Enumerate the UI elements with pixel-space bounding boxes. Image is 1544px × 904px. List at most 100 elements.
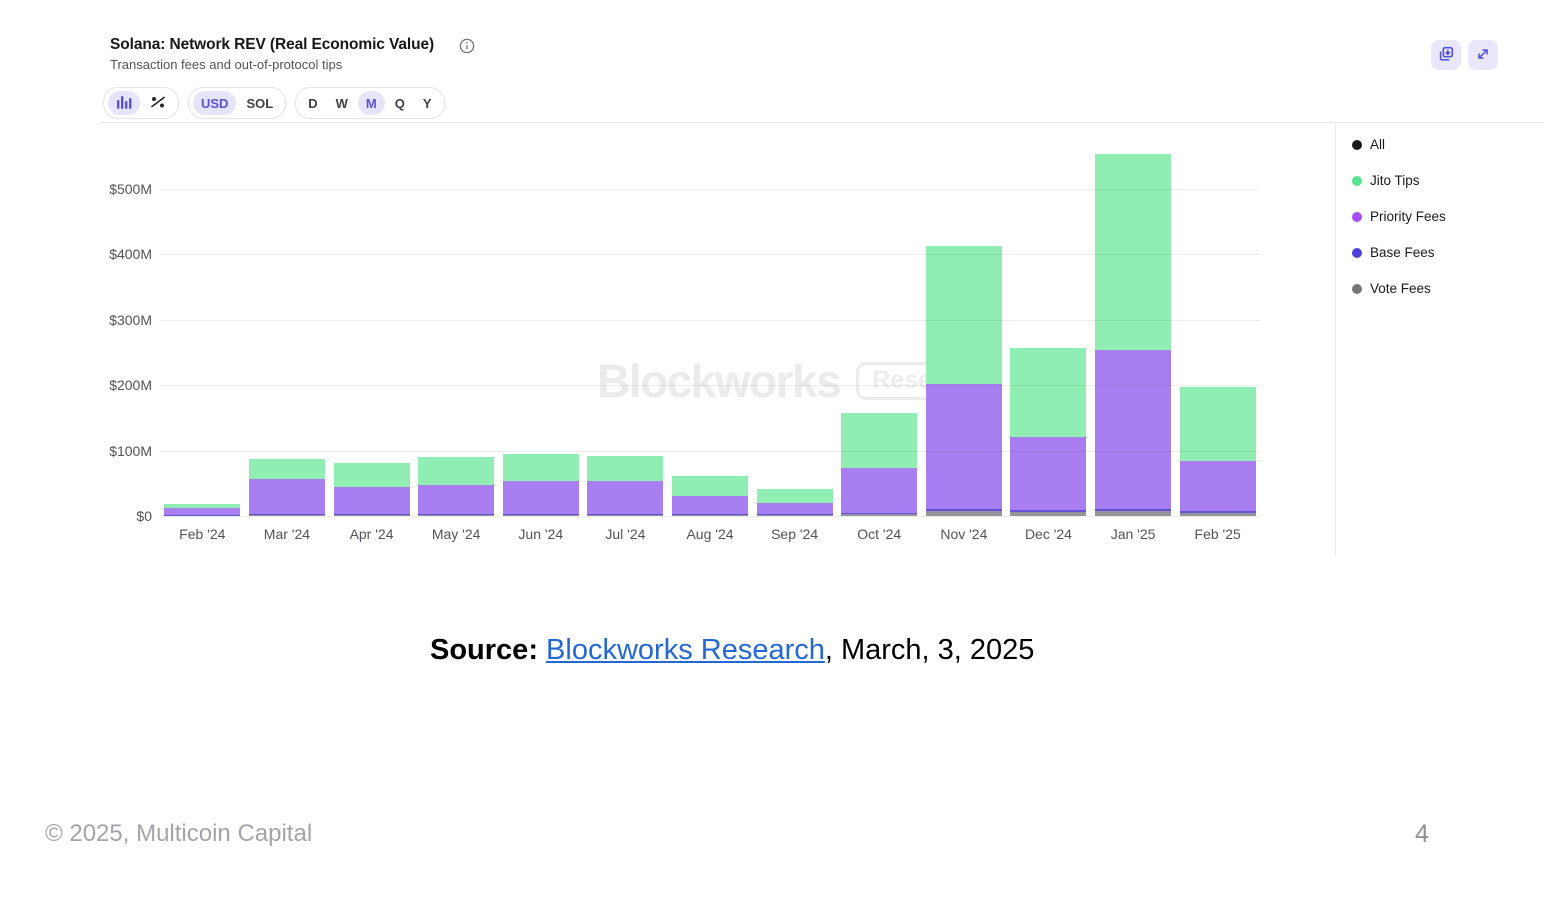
bar-segment-priority-fees[interactable] bbox=[756, 502, 833, 515]
legend-dot bbox=[1352, 283, 1362, 294]
bar-segment-base-fees[interactable] bbox=[418, 514, 495, 515]
download-image-icon bbox=[1437, 45, 1455, 66]
bar-view-button[interactable] bbox=[108, 91, 140, 115]
bar-segment-base-fees[interactable] bbox=[1010, 510, 1087, 513]
bar-segment-vote-fees[interactable] bbox=[756, 514, 833, 516]
bar-segment-base-fees[interactable] bbox=[1095, 509, 1172, 511]
x-axis-label: Oct '24 bbox=[857, 526, 902, 542]
bar-segment-base-fees[interactable] bbox=[248, 514, 325, 515]
view-toggle-group bbox=[103, 87, 179, 119]
bar-segment-priority-fees[interactable] bbox=[587, 480, 664, 515]
x-axis-label: Sep '24 bbox=[771, 526, 819, 542]
bar-segment-base-fees[interactable] bbox=[756, 514, 833, 515]
bar-segment-vote-fees[interactable] bbox=[672, 514, 748, 516]
info-icon[interactable] bbox=[459, 38, 475, 59]
bar-segment-jito-tips[interactable] bbox=[672, 476, 748, 496]
source-label: Source: bbox=[430, 634, 538, 666]
period-option-d[interactable]: D bbox=[300, 91, 325, 115]
period-option-y[interactable]: Y bbox=[415, 91, 440, 115]
bar-segment-base-fees[interactable] bbox=[333, 514, 410, 515]
legend-item-priority-fees[interactable]: Priority Fees bbox=[1352, 209, 1446, 224]
legend-dot bbox=[1352, 139, 1362, 150]
legend-label: Base Fees bbox=[1370, 245, 1435, 260]
bar-segment-priority-fees[interactable] bbox=[672, 495, 748, 515]
bar-segment-vote-fees[interactable] bbox=[1179, 513, 1256, 516]
chart-title: Solana: Network REV (Real Economic Value… bbox=[110, 36, 435, 53]
bar-segment-base-fees[interactable] bbox=[925, 509, 1002, 511]
legend-dot bbox=[1352, 175, 1362, 186]
currency-option-sol[interactable]: SOL bbox=[238, 91, 281, 115]
x-axis-label: Jun '24 bbox=[518, 526, 564, 542]
chart-actions bbox=[1431, 40, 1498, 70]
period-option-q[interactable]: Q bbox=[387, 91, 413, 115]
x-axis-label: Dec '24 bbox=[1024, 526, 1072, 542]
bar-segment-vote-fees[interactable] bbox=[841, 514, 918, 516]
bar-segment-base-fees[interactable] bbox=[1179, 511, 1256, 514]
legend-item-base-fees[interactable]: Base Fees bbox=[1352, 245, 1446, 260]
bar-segment-priority-fees[interactable] bbox=[1095, 349, 1172, 510]
bar-segment-jito-tips[interactable] bbox=[841, 413, 918, 468]
bar-segment-vote-fees[interactable] bbox=[418, 514, 495, 516]
gridline bbox=[160, 385, 1260, 387]
y-axis-label: $300M bbox=[109, 311, 152, 328]
bar-segment-priority-fees[interactable] bbox=[841, 467, 918, 514]
legend-label: Priority Fees bbox=[1370, 209, 1446, 224]
legend-item-all[interactable]: All bbox=[1352, 137, 1446, 152]
expand-button[interactable] bbox=[1468, 40, 1498, 70]
bar-segment-jito-tips[interactable] bbox=[248, 459, 325, 479]
bar-segment-priority-fees[interactable] bbox=[164, 508, 241, 515]
bar-segment-base-fees[interactable] bbox=[672, 514, 748, 515]
percent-icon bbox=[150, 95, 166, 112]
bar-segment-vote-fees[interactable] bbox=[1010, 512, 1087, 516]
gridline bbox=[160, 319, 1260, 321]
bar-segment-priority-fees[interactable] bbox=[502, 481, 579, 515]
legend-divider bbox=[1335, 122, 1336, 556]
legend-label: All bbox=[1370, 137, 1386, 152]
percent-view-button[interactable] bbox=[142, 91, 174, 115]
source-link[interactable]: Blockworks Research bbox=[546, 634, 825, 666]
bar-segment-priority-fees[interactable] bbox=[333, 486, 410, 515]
bar-segment-jito-tips[interactable] bbox=[333, 463, 410, 487]
source-line: Source: Blockworks Research, March, 3, 2… bbox=[430, 634, 1034, 667]
bar-segment-vote-fees[interactable] bbox=[1095, 510, 1172, 516]
x-axis-label: Jan '25 bbox=[1110, 526, 1156, 542]
bar-segment-priority-fees[interactable] bbox=[1010, 436, 1087, 511]
gridline bbox=[160, 516, 1260, 517]
bar-segment-jito-tips[interactable] bbox=[587, 455, 664, 481]
legend-item-jito-tips[interactable]: Jito Tips bbox=[1352, 173, 1446, 188]
bar-segment-vote-fees[interactable] bbox=[248, 514, 325, 516]
bar-segment-vote-fees[interactable] bbox=[502, 514, 579, 516]
bar-segment-base-fees[interactable] bbox=[841, 513, 918, 515]
y-axis-label: $200M bbox=[109, 377, 152, 394]
bar-segment-priority-fees[interactable] bbox=[418, 484, 495, 515]
x-axis-label: Feb '25 bbox=[1194, 526, 1241, 542]
bar-segment-priority-fees[interactable] bbox=[248, 478, 325, 515]
bar-segment-vote-fees[interactable] bbox=[164, 515, 241, 516]
bar-segment-base-fees[interactable] bbox=[502, 514, 579, 515]
bar-segment-jito-tips[interactable] bbox=[1095, 154, 1172, 350]
bar-segment-priority-fees[interactable] bbox=[925, 383, 1002, 510]
bar-segment-vote-fees[interactable] bbox=[333, 514, 410, 516]
bar-segment-jito-tips[interactable] bbox=[164, 504, 241, 509]
currency-option-usd[interactable]: USD bbox=[193, 91, 237, 115]
bar-segment-jito-tips[interactable] bbox=[1010, 347, 1087, 437]
bar-segment-jito-tips[interactable] bbox=[756, 489, 833, 503]
bar-segment-base-fees[interactable] bbox=[164, 514, 241, 516]
period-option-w[interactable]: W bbox=[328, 91, 356, 115]
header-divider bbox=[100, 122, 1544, 123]
bar-segment-priority-fees[interactable] bbox=[1179, 461, 1256, 512]
period-option-m[interactable]: M bbox=[357, 91, 385, 115]
legend-label: Jito Tips bbox=[1370, 173, 1420, 188]
bar-segment-base-fees[interactable] bbox=[587, 514, 664, 515]
bar-segment-vote-fees[interactable] bbox=[587, 514, 664, 516]
export-image-button[interactable] bbox=[1431, 40, 1461, 70]
legend-label: Vote Fees bbox=[1370, 281, 1431, 296]
bar-segment-jito-tips[interactable] bbox=[502, 453, 579, 482]
source-suffix: , March, 3, 2025 bbox=[824, 634, 1035, 666]
bar-segment-jito-tips[interactable] bbox=[925, 245, 1002, 384]
bar-segment-jito-tips[interactable] bbox=[1179, 387, 1256, 462]
legend-item-vote-fees[interactable]: Vote Fees bbox=[1352, 281, 1446, 296]
bar-segment-vote-fees[interactable] bbox=[925, 510, 1002, 516]
bar-segment-jito-tips[interactable] bbox=[418, 457, 495, 485]
legend-dot bbox=[1352, 211, 1362, 222]
